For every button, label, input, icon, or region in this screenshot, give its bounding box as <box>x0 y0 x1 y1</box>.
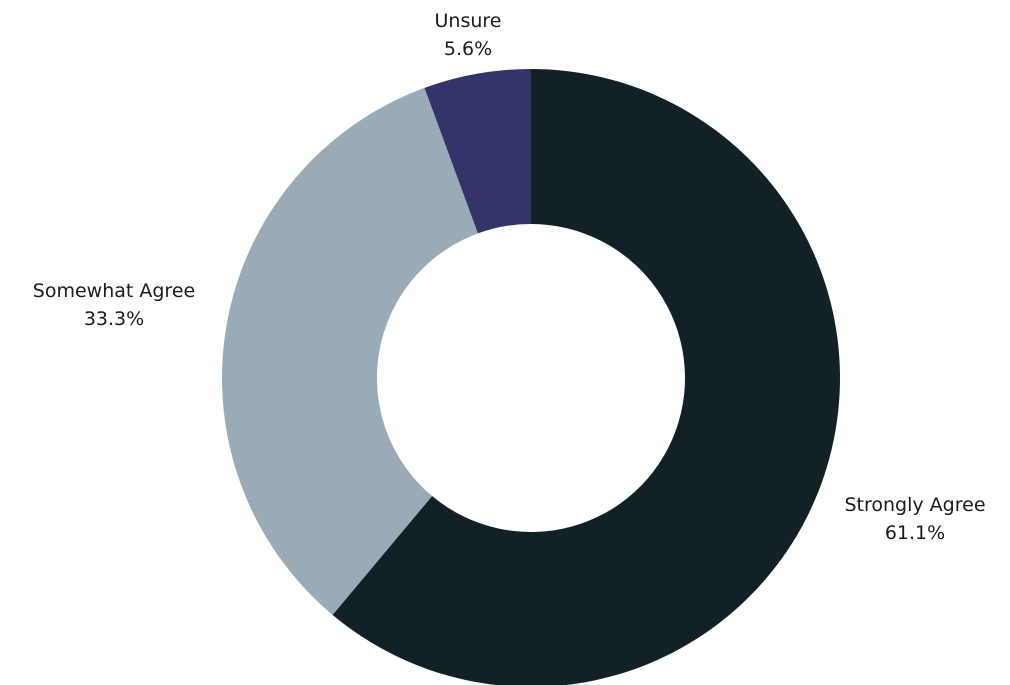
donut-slices <box>222 69 840 685</box>
donut-labels: Strongly Agree 61.1% Somewhat Agree 33.3% Un… <box>33 10 986 544</box>
slice-value-strongly-agree: 61.1% <box>885 522 945 544</box>
slice-unsure <box>424 69 531 234</box>
slice-value-somewhat-agree: 33.3% <box>84 308 144 330</box>
slice-strongly-agree <box>332 69 840 685</box>
slice-label-strongly-agree: Strongly Agree <box>844 494 985 516</box>
slice-somewhat-agree <box>222 87 478 615</box>
slice-label-unsure: Unsure <box>435 10 502 32</box>
slice-label-somewhat-agree: Somewhat Agree <box>33 280 195 302</box>
slice-value-unsure: 5.6% <box>444 38 492 60</box>
